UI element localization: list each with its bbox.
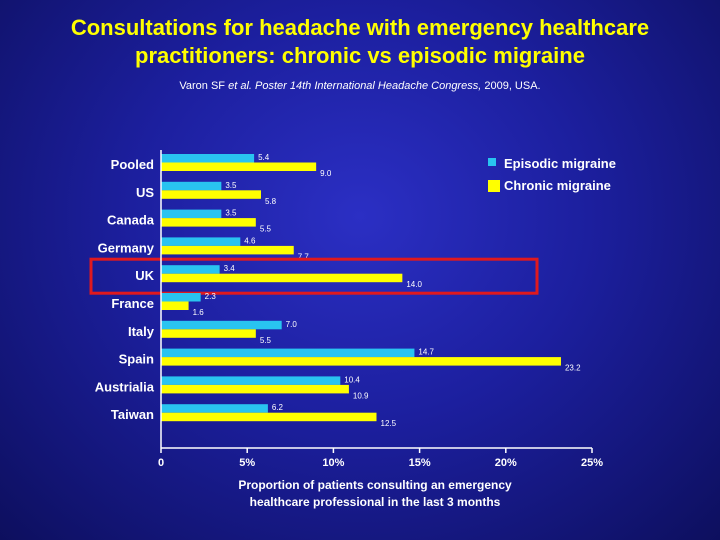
x-tick-label-15: 15% bbox=[409, 457, 431, 469]
data-label-spain-episodic-migraine: 14.7 bbox=[418, 348, 434, 357]
x-tick-label-0: 0 bbox=[158, 457, 164, 469]
bar-austrialia-chronic-migraine bbox=[161, 384, 349, 394]
bar-uk-episodic-migraine bbox=[161, 265, 220, 274]
legend-swatch-chronic-migraine bbox=[488, 180, 500, 192]
bar-taiwan-episodic-migraine bbox=[161, 404, 268, 413]
data-label-france-chronic-migraine: 1.6 bbox=[193, 308, 205, 317]
bar-germany-chronic-migraine bbox=[161, 245, 294, 255]
x-tick-label-10: 10% bbox=[322, 457, 344, 469]
category-label-italy: Italy bbox=[128, 324, 155, 339]
legend-label-episodic-migraine: Episodic migraine bbox=[504, 156, 616, 171]
x-tick-label-25: 25% bbox=[581, 457, 603, 469]
data-label-pooled-episodic-migraine: 5.4 bbox=[258, 153, 270, 162]
data-label-canada-chronic-migraine: 5.5 bbox=[260, 225, 272, 234]
category-label-france: France bbox=[111, 296, 154, 311]
bar-italy-episodic-migraine bbox=[161, 320, 282, 330]
bar-pooled-chronic-migraine bbox=[161, 162, 317, 171]
data-label-taiwan-chronic-migraine: 12.5 bbox=[381, 419, 397, 428]
bar-spain-chronic-migraine bbox=[161, 357, 561, 366]
citation-etal: et al. bbox=[228, 80, 252, 92]
category-label-austrialia: Austrialia bbox=[95, 379, 155, 394]
chart-title-line2: practitioners: chronic vs episodic migra… bbox=[135, 43, 585, 68]
citation-authors: Varon SF bbox=[179, 80, 226, 92]
data-label-italy-chronic-migraine: 5.5 bbox=[260, 336, 272, 345]
bar-france-episodic-migraine bbox=[161, 293, 201, 302]
chart-title-line1: Consultations for headache with emergenc… bbox=[70, 15, 650, 40]
bar-pooled-episodic-migraine bbox=[161, 154, 255, 163]
category-label-germany: Germany bbox=[98, 240, 155, 255]
category-label-taiwan: Taiwan bbox=[111, 407, 154, 422]
data-label-austrialia-episodic-migraine: 10.4 bbox=[344, 375, 360, 384]
x-axis-label-line2: healthcare professional in the last 3 mo… bbox=[250, 495, 501, 509]
bar-us-chronic-migraine bbox=[161, 190, 261, 199]
data-label-spain-chronic-migraine: 23.2 bbox=[565, 364, 581, 373]
category-label-us: US bbox=[136, 185, 154, 200]
data-label-us-episodic-migraine: 3.5 bbox=[225, 181, 237, 190]
x-tick-label-5: 5% bbox=[239, 457, 255, 469]
legend-label-chronic-migraine: Chronic migraine bbox=[504, 178, 611, 193]
bar-taiwan-chronic-migraine bbox=[161, 412, 377, 422]
category-label-spain: Spain bbox=[119, 352, 154, 367]
chart-title: Consultations for headache with emergenc… bbox=[0, 14, 720, 70]
category-label-pooled: Pooled bbox=[111, 157, 154, 172]
category-label-uk: UK bbox=[135, 268, 154, 283]
bar-germany-episodic-migraine bbox=[161, 237, 241, 246]
bar-italy-chronic-migraine bbox=[161, 329, 256, 338]
category-label-canada: Canada bbox=[107, 213, 155, 228]
highlight-box-uk bbox=[89, 257, 539, 295]
data-label-italy-episodic-migraine: 7.0 bbox=[286, 320, 298, 329]
citation-source: Poster 14th International Headache Congr… bbox=[255, 80, 482, 92]
x-tick-label-20: 20% bbox=[495, 457, 517, 469]
citation-year: 2009, USA. bbox=[484, 80, 541, 92]
data-label-canada-episodic-migraine: 3.5 bbox=[225, 209, 237, 218]
bar-us-episodic-migraine bbox=[161, 181, 222, 191]
data-label-germany-chronic-migraine: 7.7 bbox=[298, 252, 310, 261]
bar-spain-episodic-migraine bbox=[161, 348, 415, 358]
data-label-france-episodic-migraine: 2.3 bbox=[205, 292, 217, 301]
data-label-taiwan-episodic-migraine: 6.2 bbox=[272, 403, 284, 412]
bar-canada-chronic-migraine bbox=[161, 218, 256, 227]
data-label-pooled-chronic-migraine: 9.0 bbox=[320, 169, 332, 178]
citation: Varon SF et al. Poster 14th Internationa… bbox=[0, 80, 720, 92]
bar-canada-episodic-migraine bbox=[161, 209, 222, 219]
bar-france-chronic-migraine bbox=[161, 301, 189, 310]
x-axis-label-line1: Proportion of patients consulting an eme… bbox=[238, 478, 512, 492]
data-label-uk-chronic-migraine: 14.0 bbox=[406, 280, 422, 289]
data-label-us-chronic-migraine: 5.8 bbox=[265, 197, 277, 206]
data-label-austrialia-chronic-migraine: 10.9 bbox=[353, 391, 369, 400]
bar-uk-chronic-migraine bbox=[161, 273, 403, 283]
data-label-uk-episodic-migraine: 3.4 bbox=[224, 264, 236, 273]
data-label-germany-episodic-migraine: 4.6 bbox=[244, 236, 256, 245]
legend-swatch-episodic-migraine bbox=[488, 158, 496, 166]
bar-austrialia-episodic-migraine bbox=[161, 376, 341, 385]
